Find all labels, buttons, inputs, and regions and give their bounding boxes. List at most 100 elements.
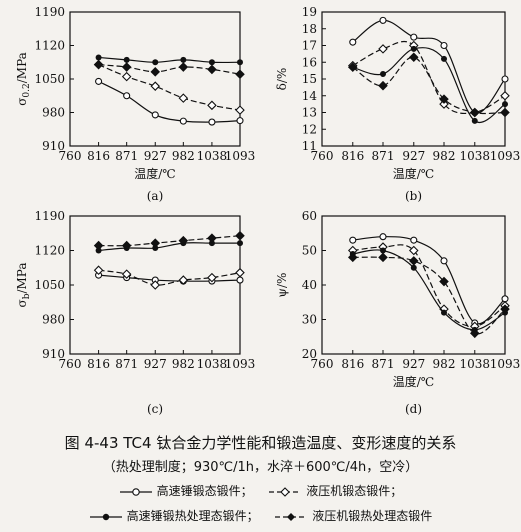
data-point [95,77,103,85]
legend-marker-open-diamond [269,486,302,497]
data-point [347,62,358,73]
series-line [98,242,240,252]
series-line [352,249,506,331]
y-tick-label: 1120 [34,244,65,258]
data-point [378,80,388,91]
data-point [152,245,159,252]
x-tick-label: 1093 [225,149,256,163]
x-axis-label: 温度/℃ [134,166,175,181]
x-tick-label: 1093 [490,357,521,371]
y-tick-label: 17 [302,39,317,53]
x-tick-label: 927 [402,357,425,371]
data-point [410,45,417,52]
x-tick-label: 816 [341,357,364,371]
y-tick-label: 30 [302,313,317,327]
y-tick-label: 60 [302,209,317,223]
data-point [178,62,189,72]
data-point [179,117,187,125]
data-point [469,328,480,339]
data-point [439,94,449,104]
data-point [208,240,215,247]
data-point [150,280,161,290]
legend-label: 高速锤锻态锻件； [156,484,253,498]
x-tick-label: 982 [172,149,195,163]
y-tick-label: 980 [42,106,65,120]
figure-caption: 图 4-43 TC4 钛合金力学性能和锻造温度、变形速度的关系 [64,434,457,452]
x-tick-label: 927 [144,357,167,371]
x-tick-label: 760 [311,149,334,163]
x-tick-label: 871 [115,149,138,163]
data-point [379,233,387,241]
y-axis-label: σb/MPa [15,263,32,308]
legend-item: 高速锤锻态锻件； [119,482,253,499]
data-point [441,309,447,316]
data-point [410,236,418,244]
data-point [123,56,130,63]
data-point [408,52,419,63]
series-line [352,19,506,114]
data-point [500,107,510,118]
data-point [235,230,245,241]
data-point [150,238,161,248]
data-point [235,69,245,79]
legend-label: 液压机锻热处理态锻件 [312,509,433,523]
data-point [121,62,132,72]
series-line [98,235,241,247]
y-tick-label: 1190 [34,209,65,223]
data-point [500,90,510,101]
data-point [236,276,244,284]
y-tick-label: 11 [302,139,317,153]
series-line [98,56,241,64]
y-tick-label: 50 [302,244,317,258]
data-point [123,92,131,100]
y-axis-label: ψ/% [275,273,289,298]
data-point [502,101,508,108]
x-tick-label: 871 [115,357,138,371]
data-point [440,41,448,50]
data-point [178,275,189,285]
data-point [93,59,104,70]
series-line [352,41,506,115]
data-point [379,16,387,24]
data-point [93,265,104,275]
data-point [440,257,448,265]
y-tick-label: 14 [302,89,318,103]
y-tick-label: 15 [302,72,317,86]
x-axis-label: 温度/℃ [393,166,434,181]
data-point [121,240,132,251]
data-point [501,295,509,303]
data-point [152,59,159,66]
panel-label: (b) [405,189,422,203]
data-point [237,240,243,247]
y-tick-label: 20 [302,347,317,361]
data-point [380,70,386,77]
data-point [95,54,102,61]
plot-frame [321,11,506,147]
x-tick-label: 927 [402,149,425,163]
series-line [98,64,241,111]
data-point [441,55,447,62]
x-tick-label: 982 [172,357,195,371]
x-tick-label: 1038 [197,357,228,371]
x-tick-label: 927 [144,149,167,163]
x-axis-label: 温度/℃ [393,374,434,389]
legend-item: 高速锤锻热处理态锻件； [89,507,259,524]
legend-row-2: 高速锤锻热处理态锻件； 液压机锻热处理态锻件 [0,507,521,524]
data-point [237,59,243,66]
x-tick-label: 1038 [460,357,491,371]
x-tick-label: 816 [87,357,110,371]
panel-label: (c) [147,402,163,416]
data-point [347,252,358,263]
data-point [349,38,357,46]
y-tick-label: 910 [42,139,65,153]
data-point [410,264,417,271]
y-tick-label: 1190 [34,5,65,19]
series-line [98,80,241,123]
data-point [378,252,388,263]
x-tick-label: 760 [311,357,334,371]
legend-label: 高速锤锻热处理态锻件； [126,509,259,523]
y-tick-label: 1120 [34,39,65,53]
x-tick-label: 1038 [197,149,228,163]
data-point [439,99,449,109]
legend-item: 液压机锻热处理态锻件 [274,507,432,524]
